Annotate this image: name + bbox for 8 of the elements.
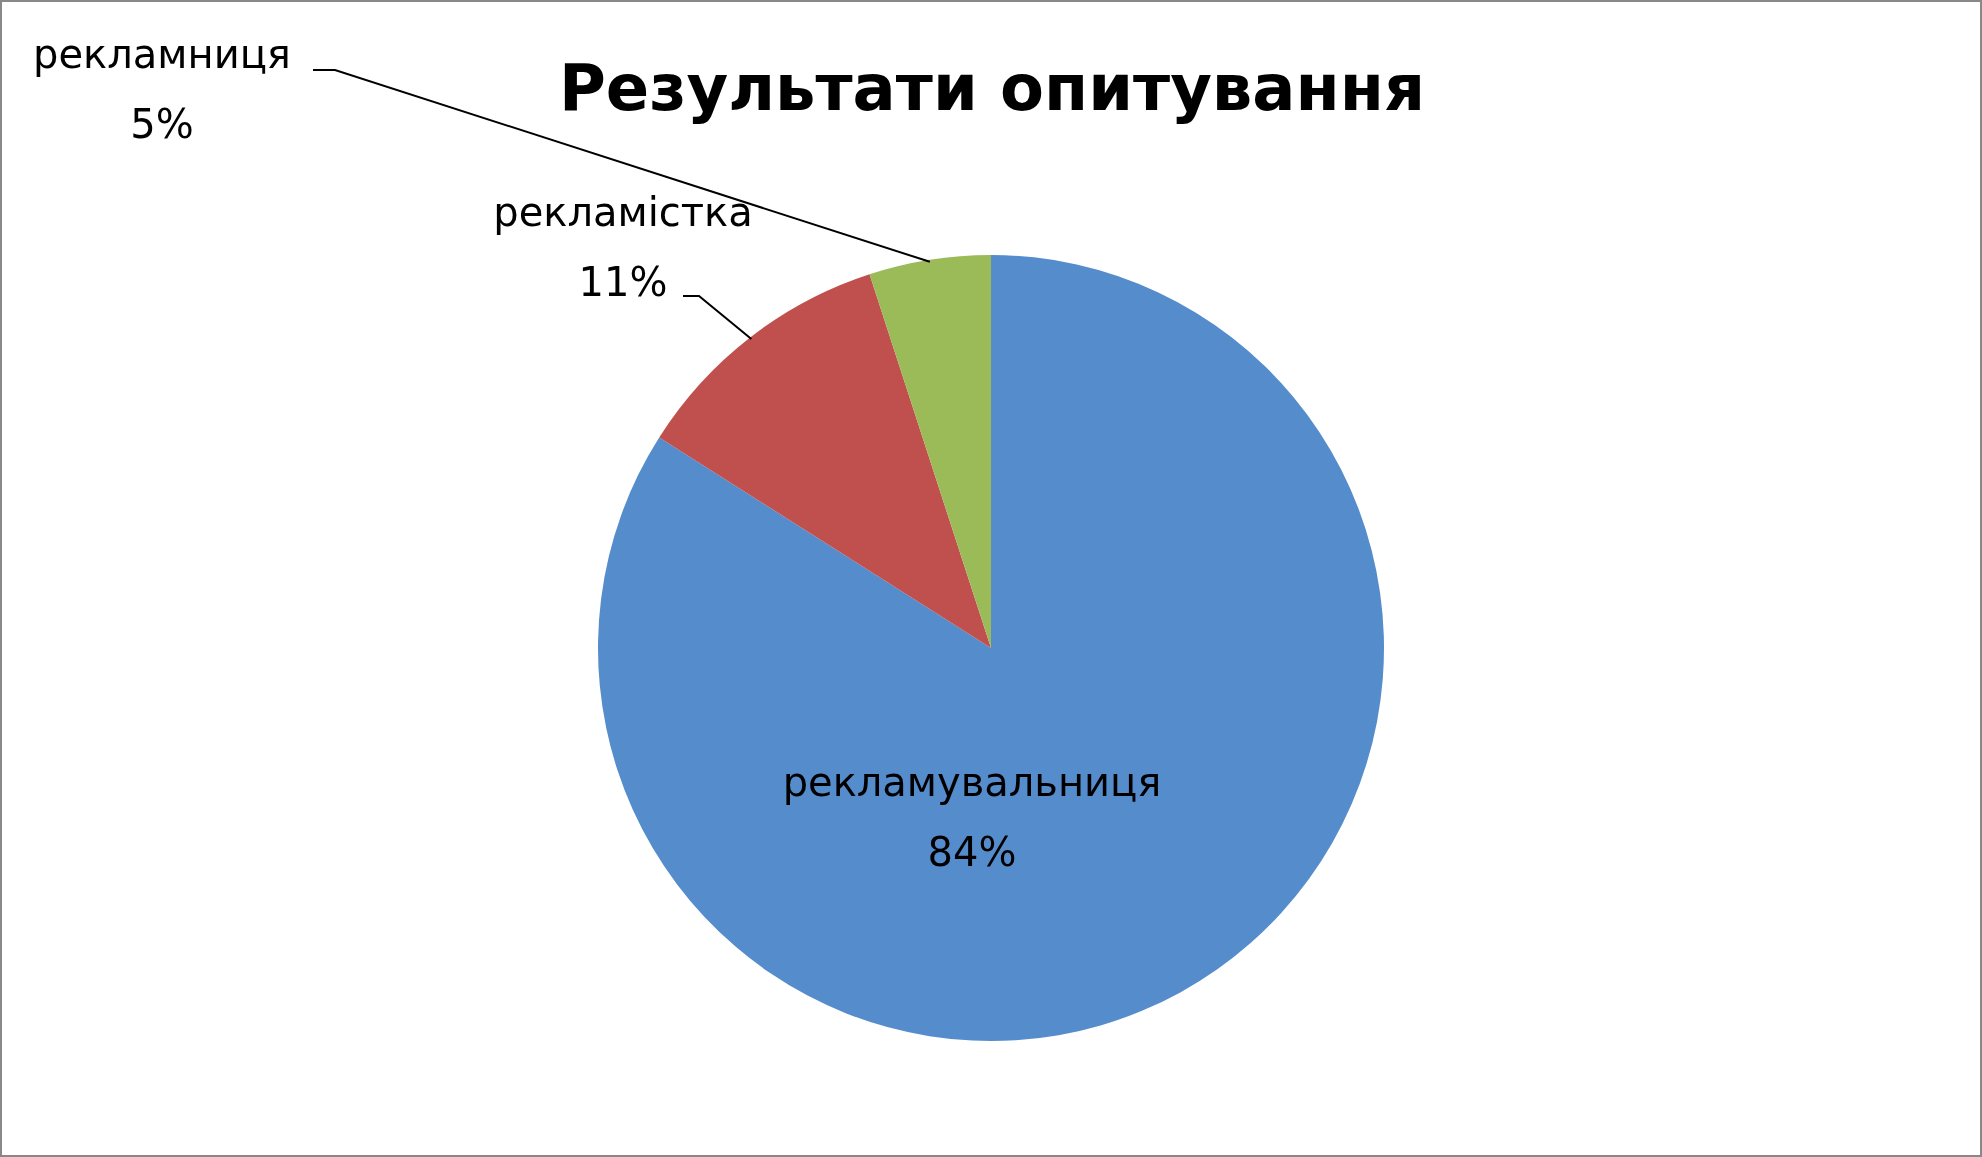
data-label: 84% xyxy=(927,829,1017,875)
slice-label: рекламістка xyxy=(493,189,753,235)
slice-label: рекламниця xyxy=(33,31,291,77)
chart-title: Результати опитування xyxy=(558,50,1426,125)
data-label: 11% xyxy=(578,259,668,305)
pie-slice xyxy=(869,255,991,648)
slice-label: рекламувальниця xyxy=(782,759,1162,805)
data-label: 5% xyxy=(130,101,194,147)
